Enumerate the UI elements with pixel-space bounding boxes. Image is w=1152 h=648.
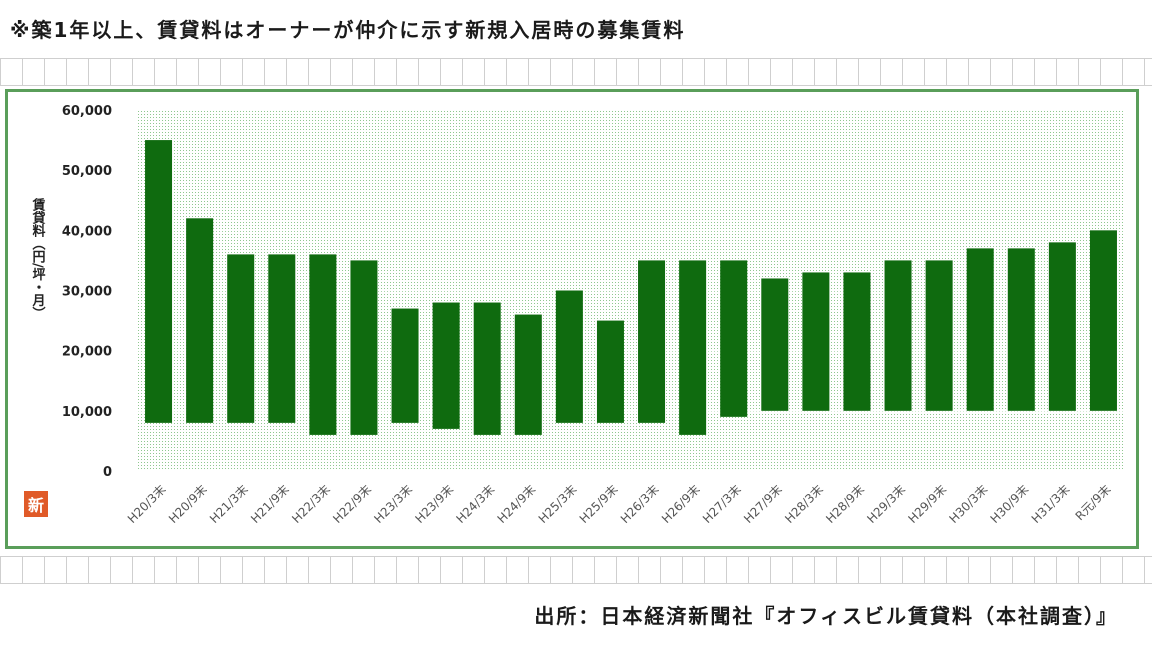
y-tick-label: 30,000 (62, 285, 112, 300)
y-tick-label: 0 (103, 465, 112, 480)
bar-2 (186, 218, 214, 423)
bar-18 (843, 272, 871, 411)
x-tick-label: R元/9末 (1073, 482, 1114, 523)
x-tick-label: H27/3末 (700, 482, 744, 526)
bar-23 (1048, 242, 1076, 411)
nikkei-logo: 新 (24, 491, 48, 517)
y-tick-label: 10,000 (62, 405, 112, 420)
x-tick-label: H25/9末 (577, 482, 621, 526)
x-tick-label: H28/3末 (782, 482, 826, 526)
bars-group (145, 140, 1117, 435)
x-tick-label: H23/9末 (412, 482, 456, 526)
x-tick-labels: H20/3末H20/9末H21/3末H21/9末H22/3末H22/9末H23/… (125, 482, 1114, 526)
y-axis-label: 賃貸料（円/坪・月） (30, 197, 47, 319)
spreadsheet-gridlines-top (0, 58, 1152, 86)
bar-21 (966, 248, 994, 411)
y-tick-label: 20,000 (62, 345, 112, 360)
x-tick-label: H29/9末 (905, 482, 949, 526)
x-tick-label: H20/9末 (166, 482, 210, 526)
x-tick-label: H26/3末 (618, 482, 662, 526)
y-tick-labels: 0 10,000 20,000 30,000 40,000 50,000 60,000 (62, 104, 112, 480)
x-tick-label: H31/3末 (1029, 482, 1073, 526)
bar-12 (596, 320, 624, 423)
bar-3 (227, 254, 255, 423)
bar-24 (1089, 230, 1117, 411)
x-tick-label: H30/9末 (988, 482, 1032, 526)
x-tick-label: H28/9末 (823, 482, 867, 526)
bar-17 (802, 272, 830, 411)
bar-15 (720, 260, 748, 417)
x-tick-label: H22/9末 (330, 482, 374, 526)
bar-1 (145, 140, 173, 423)
x-tick-label: H30/3末 (947, 482, 991, 526)
x-tick-label: H27/9末 (741, 482, 785, 526)
gridlines (138, 109, 1124, 472)
bar-19 (884, 260, 912, 411)
bar-22 (1007, 248, 1035, 411)
x-tick-label: H21/9末 (248, 482, 292, 526)
x-tick-label: H29/3末 (864, 482, 908, 526)
bar-5 (309, 254, 337, 435)
x-tick-label: H23/3末 (371, 482, 415, 526)
footnote-text: ※築1年以上、賃貸料はオーナーが仲介に示す新規入居時の募集賃料 (10, 18, 686, 42)
bar-4 (268, 254, 296, 423)
x-tick-label: H22/3末 (289, 482, 333, 526)
x-tick-label: H24/3末 (454, 482, 498, 526)
y-tick-label: 60,000 (62, 104, 112, 119)
x-tick-label: H24/9末 (495, 482, 539, 526)
bar-13 (638, 260, 666, 423)
bar-7 (391, 308, 419, 423)
x-tick-label: H21/3末 (207, 482, 251, 526)
y-tick-label: 50,000 (62, 164, 112, 179)
bar-8 (432, 302, 460, 429)
bar-11 (555, 290, 583, 423)
x-tick-label: H25/3末 (536, 482, 580, 526)
x-tick-label: H20/3末 (125, 482, 169, 526)
y-tick-label: 40,000 (62, 224, 112, 239)
bar-6 (350, 260, 378, 435)
bar-9 (473, 302, 501, 435)
bar-14 (679, 260, 707, 435)
bar-10 (514, 314, 542, 435)
source-text: 出所：日本経済新聞社『オフィスビル賃貸料（本社調査）』 (534, 604, 1118, 628)
bar-20 (925, 260, 953, 411)
bar-16 (761, 278, 789, 411)
spreadsheet-gridlines-bottom (0, 556, 1152, 584)
x-tick-label: H26/9末 (659, 482, 703, 526)
